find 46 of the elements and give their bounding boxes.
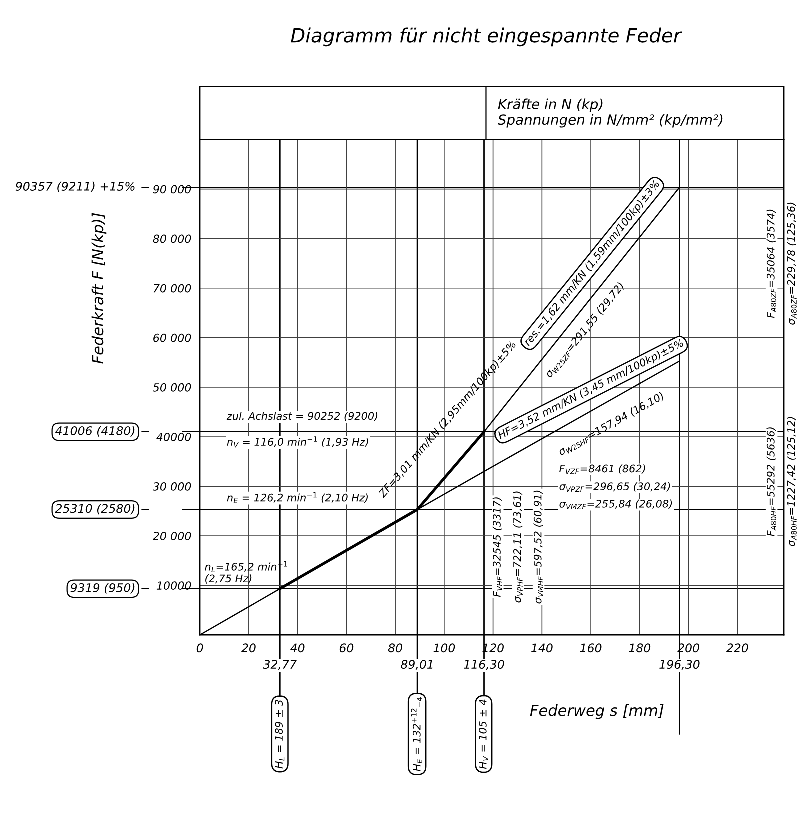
text: H$_{V}$ = 105 ± 4 [478,700,488,770]
chart-title: Diagramm für nicht eingespannte Feder [291,28,682,47]
y-tick-label: 50 000 [153,383,192,392]
annotation: n$_{V}$ = 116,0 min$^{−1}$ (1,93 Hz) [227,436,368,448]
annotation: zul. Achslast = 90252 (9200) [226,412,378,422]
annotation: σ$_{VMHF}$=597,52 (60,91) [534,490,544,604]
text: H$_{E}$ = 132$^{+12}$$_{−4}$ [411,697,422,772]
y-tick-label: 20 000 [152,532,192,540]
annotation: σ$_{VPHF}$=722,11 (73,61) [513,492,523,603]
ref-line-label: 25310 (2580) [55,504,135,515]
annotation: F$_{A80ZF}$=35064 (3574) [766,210,776,318]
x-tick-label: 40 [290,644,305,653]
annotation: n$_{E}$ = 126,2 min$^{−1}$ (2,10 Hz) [227,492,368,504]
x-tick-label: 80 [388,644,402,653]
annotation: F$_{VHF}$=32545 (3317) [492,498,502,598]
x-tick-label: 140 [531,644,553,653]
text: H$_{L}$ = 189 ± 3 [275,700,285,769]
annotation: σ$_{VMZF}$=255,84 (26,08) [560,500,672,510]
ref-line-label: 90357 (9211) +15% [16,182,135,192]
text: σ$_{A80HF}$=1227,42 (125,12) [787,417,797,546]
text: σ$_{A80ZF}$=229,78 (125,36) [787,202,797,325]
x-tick-label: 20 [241,644,256,653]
y-tick-label: 10000 [156,582,192,590]
annotation: F$_{A80HF}$=55292 (5636) [766,428,776,536]
x-tick-label: 160 [580,644,602,653]
x-tick-label: 60 [340,644,354,653]
ref-line-label: 9319 (950) [70,583,135,594]
y-tick-label: 60 000 [154,334,192,342]
y-tick-label: 40000 [156,432,192,442]
y-tick-label: 80 000 [153,234,192,244]
x-axis-title: Federweg s [mm] [530,704,664,720]
x-tick-label: 180 [629,644,651,653]
ref-line-label: 116,30 [464,660,504,670]
y-tick-label: 70 000 [154,284,192,293]
annotation: σ$_{VPZF}$=296,65 (30,24) [560,482,670,492]
x-tick-label: 0 [196,644,204,653]
ref-line-label: 41006 (4180) [55,426,135,437]
annotation: F$_{VZF}$=8461 (862) [560,464,646,474]
chart-subtitle: Kräfte in N (kp) Spannungen in N/mm² (kp/mm²) [498,98,723,128]
y-axis-title: Federkraft F [N(kp)] [92,213,107,364]
ref-line-label: 196,30 [660,660,700,670]
ref-line-label: 32,77 [263,660,297,670]
x-tick-label: 220 [726,644,748,653]
x-tick-label: 100 [434,644,456,653]
y-tick-label: 30 000 [152,482,192,491]
ref-line-label: 89,01 [401,660,433,670]
